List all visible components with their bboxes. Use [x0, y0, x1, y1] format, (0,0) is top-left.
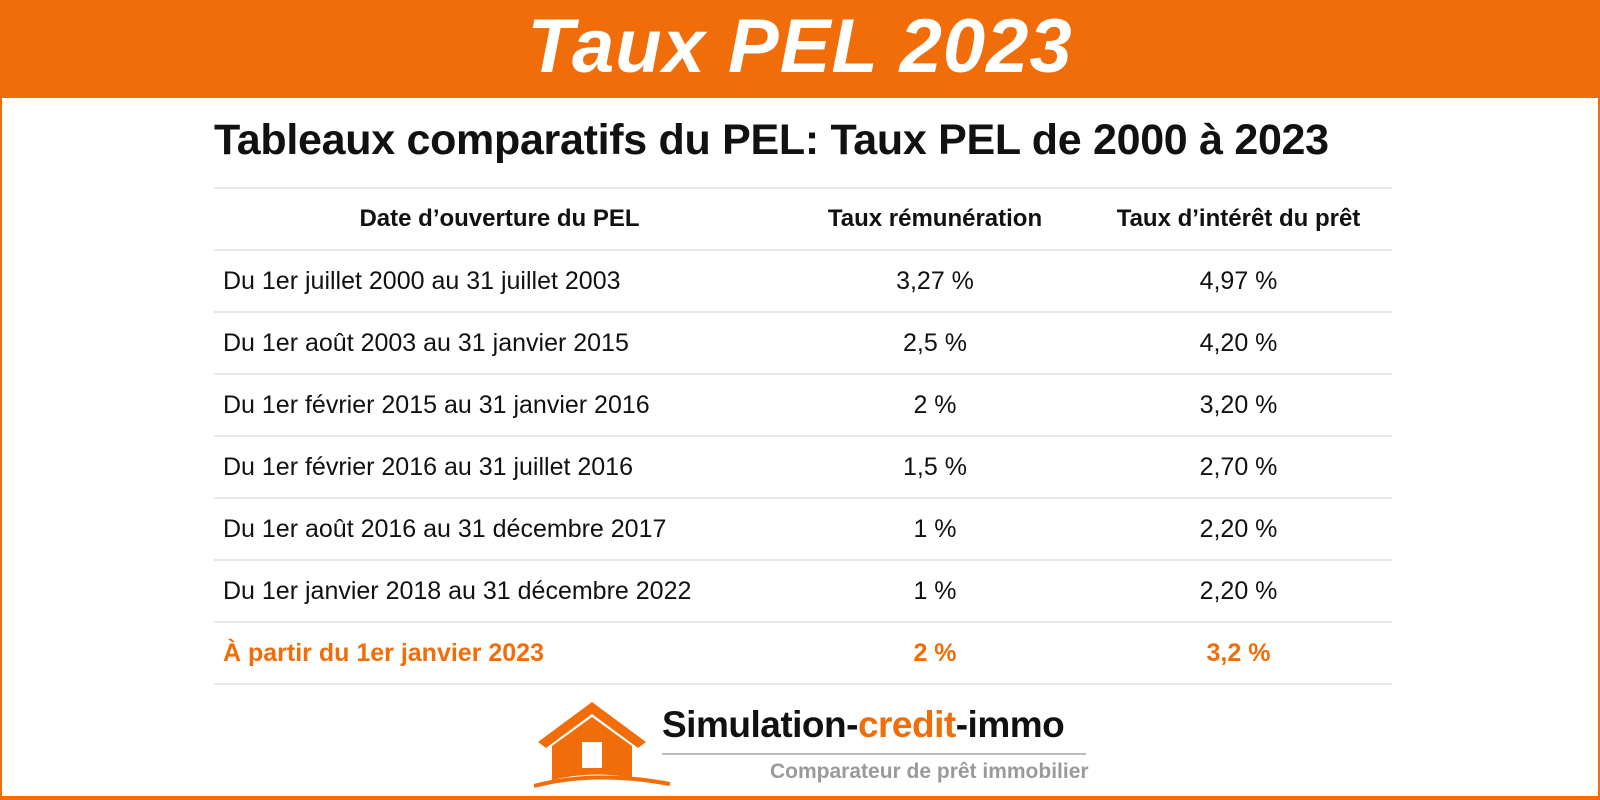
header-date: Date d’ouverture du PEL — [214, 188, 785, 251]
row-remuneration: 2 % — [785, 622, 1085, 685]
row-period: Du 1er février 2015 au 31 janvier 2016 — [214, 374, 785, 437]
row-period: Du 1er février 2016 au 31 juillet 2016 — [214, 436, 785, 499]
row-loan-rate: 2,20 % — [1085, 498, 1392, 561]
table-header-row: Date d’ouverture du PEL Taux rémunératio… — [214, 188, 1392, 251]
row-remuneration: 3,27 % — [785, 250, 1085, 313]
row-period: Du 1er janvier 2018 au 31 décembre 2022 — [214, 560, 785, 623]
table-row: Du 1er février 2016 au 31 juillet 2016 1… — [214, 436, 1392, 499]
brand-divider — [662, 753, 1086, 755]
row-loan-rate: 2,20 % — [1085, 560, 1392, 623]
table-row: Du 1er août 2016 au 31 décembre 2017 1 %… — [214, 498, 1392, 561]
row-loan-rate: 3,20 % — [1085, 374, 1392, 437]
pel-rates-table: Date d’ouverture du PEL Taux rémunératio… — [214, 187, 1392, 685]
title-banner: Taux PEL 2023 — [0, 0, 1600, 98]
row-remuneration: 1 % — [785, 498, 1085, 561]
table-heading: Tableaux comparatifs du PEL: Taux PEL de… — [214, 116, 1329, 164]
brand-part-3: -immo — [955, 704, 1065, 745]
row-remuneration: 2,5 % — [785, 312, 1085, 375]
row-period: Du 1er août 2016 au 31 décembre 2017 — [214, 498, 785, 561]
row-remuneration: 1,5 % — [785, 436, 1085, 499]
row-loan-rate: 2,70 % — [1085, 436, 1392, 499]
header-loan-rate: Taux d’intérêt du prêt — [1085, 188, 1392, 251]
row-remuneration: 1 % — [785, 560, 1085, 623]
table-row: Du 1er janvier 2018 au 31 décembre 2022 … — [214, 560, 1392, 623]
row-period: À partir du 1er janvier 2023 — [214, 622, 785, 685]
banner-title: Taux PEL 2023 — [527, 4, 1073, 89]
brand-part-2: credit — [857, 704, 956, 745]
brand-name: Simulation-credit-immo — [662, 704, 1065, 746]
table-row: Du 1er août 2003 au 31 janvier 2015 2,5 … — [214, 312, 1392, 375]
row-period: Du 1er août 2003 au 31 janvier 2015 — [214, 312, 785, 375]
row-loan-rate: 4,20 % — [1085, 312, 1392, 375]
house-icon — [534, 702, 671, 788]
table-row: Du 1er février 2015 au 31 janvier 2016 2… — [214, 374, 1392, 437]
table-row: Du 1er juillet 2000 au 31 juillet 2003 3… — [214, 250, 1392, 313]
page-frame — [0, 98, 1600, 800]
brand-tagline: Comparateur de prêt immobilier — [770, 760, 1089, 783]
row-remuneration: 2 % — [785, 374, 1085, 437]
brand-logo: Simulation-credit-immo Comparateur de pr… — [534, 696, 1094, 796]
row-loan-rate: 4,97 % — [1085, 250, 1392, 313]
header-remuneration: Taux rémunération — [785, 188, 1085, 251]
row-loan-rate: 3,2 % — [1085, 622, 1392, 685]
row-period: Du 1er juillet 2000 au 31 juillet 2003 — [214, 250, 785, 313]
table-row-current: À partir du 1er janvier 2023 2 % 3,2 % — [214, 622, 1392, 685]
brand-part-1: Simulation- — [662, 704, 858, 745]
